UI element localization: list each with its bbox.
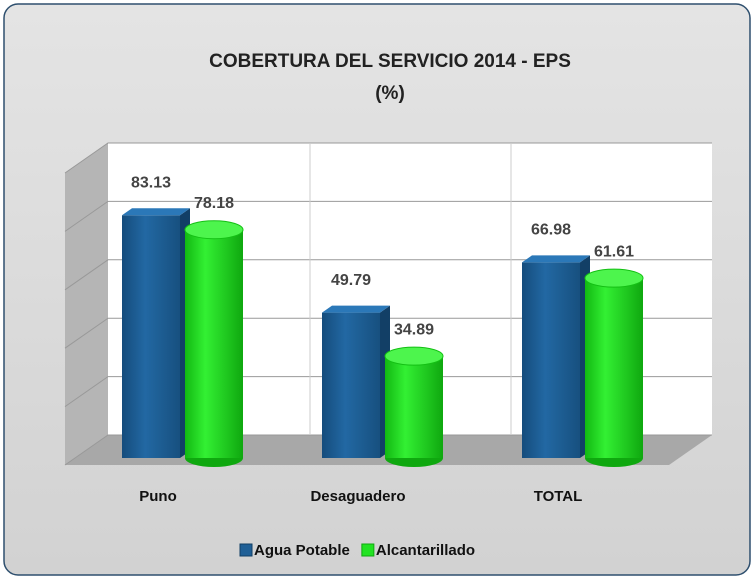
bar-part (522, 262, 580, 458)
legend-swatch (239, 543, 253, 557)
bar-part (585, 278, 643, 458)
bar (384, 346, 444, 467)
bar-part (322, 305, 390, 313)
data-label: 66.98 (531, 222, 571, 239)
bar-part (584, 268, 644, 288)
bar (122, 208, 190, 458)
legend-label: Agua Potable (254, 542, 350, 559)
x-tick-label: Puno (139, 488, 177, 505)
bar-part (184, 220, 244, 240)
bar-part (384, 346, 444, 366)
bar (584, 268, 644, 467)
bar-part (385, 356, 443, 458)
chart-subtitle: (%) (375, 83, 405, 104)
data-label: 61.61 (594, 243, 634, 260)
bar-part (122, 215, 180, 458)
bar-part (322, 312, 380, 458)
bar (184, 220, 244, 467)
legend-label: Alcantarillado (376, 542, 475, 559)
data-label: 34.89 (394, 321, 434, 338)
bar (322, 305, 390, 458)
legend-swatch (361, 543, 375, 557)
data-label: 49.79 (331, 272, 371, 289)
data-label: 83.13 (131, 174, 171, 191)
bar-part (522, 255, 590, 263)
chart-title: COBERTURA DEL SERVICIO 2014 - EPS (209, 51, 571, 72)
bar-part (185, 229, 243, 458)
data-label: 78.18 (194, 195, 234, 212)
side-wall (65, 143, 108, 465)
bar-part (122, 208, 190, 216)
x-tick-label: TOTAL (534, 488, 583, 505)
bar (522, 255, 590, 458)
x-tick-label: Desaguadero (310, 488, 405, 505)
